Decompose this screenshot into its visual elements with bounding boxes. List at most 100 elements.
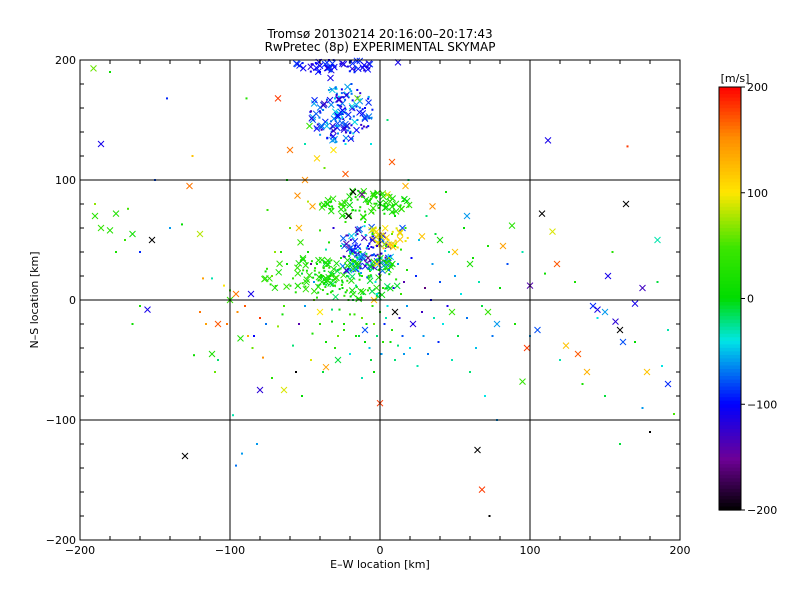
colorbar-band <box>719 361 741 367</box>
colorbar-band <box>719 298 741 303</box>
colorbar-band <box>719 108 741 113</box>
dot-point <box>365 246 368 249</box>
dot-point <box>384 268 387 271</box>
cross-point <box>196 230 204 238</box>
dot-point <box>370 245 373 248</box>
dot-point <box>356 119 359 121</box>
cross-point <box>90 65 97 72</box>
dot-point <box>350 92 353 95</box>
dot-point <box>337 125 340 128</box>
cross-point <box>297 239 304 246</box>
cross-point <box>303 276 311 283</box>
dot-point <box>310 110 313 113</box>
dot-point <box>481 305 483 307</box>
cross-point <box>329 136 336 144</box>
cross-point <box>612 318 619 325</box>
dot-point <box>499 287 501 289</box>
dot-point <box>373 202 376 205</box>
colorbar-band <box>719 358 741 363</box>
colorbar-band <box>719 199 741 204</box>
dot-point <box>667 329 669 331</box>
cross-point <box>664 380 672 388</box>
dot-point <box>344 131 347 134</box>
x-tick-label: 200 <box>670 544 691 557</box>
cross-point <box>367 263 375 271</box>
dot-point <box>199 311 201 313</box>
cross-point <box>393 282 401 290</box>
colorbar-band <box>719 428 741 434</box>
cross-point <box>616 326 624 334</box>
dot-point <box>330 120 333 123</box>
cross-point <box>294 264 301 272</box>
cross-point <box>342 92 350 99</box>
axis-ticks: −200 −100 0 100 200 −200 −100 0 100 200 <box>46 54 691 557</box>
dot-point <box>328 266 331 269</box>
cross-point <box>340 124 348 131</box>
dot-point <box>521 251 524 253</box>
dot-point <box>445 191 447 193</box>
dot-point <box>358 209 361 212</box>
colorbar-band <box>719 231 741 236</box>
dot-point <box>139 305 141 307</box>
cross-point <box>346 193 353 200</box>
dot-point <box>340 88 343 91</box>
colorbar-band <box>719 312 741 317</box>
cross-point <box>313 125 321 132</box>
dot-point <box>448 251 450 253</box>
dot-point <box>322 261 325 264</box>
cross-point <box>286 146 294 154</box>
dot-point <box>370 359 372 361</box>
cross-point <box>332 293 339 301</box>
colorbar-band <box>719 153 741 159</box>
dot-point <box>359 251 362 253</box>
dot-point <box>226 323 228 325</box>
colorbar-band <box>719 175 741 180</box>
y-axis-label: N–S location [km] <box>28 251 41 348</box>
cross-point <box>302 285 310 293</box>
cross-point <box>639 284 646 292</box>
dot-point <box>358 278 361 281</box>
dot-point <box>389 341 392 343</box>
dot-point <box>331 207 334 210</box>
dot-point <box>375 294 378 297</box>
cross-point <box>359 288 367 296</box>
dot-point <box>295 371 297 373</box>
colorbar-band <box>719 478 741 483</box>
dot-point <box>330 259 333 262</box>
dot-point <box>351 99 354 102</box>
colorbar-band <box>719 383 741 388</box>
dot-point <box>334 65 337 68</box>
dot-point <box>394 215 396 217</box>
dot-point <box>372 230 375 233</box>
dot-point <box>350 83 353 85</box>
dot-point <box>325 341 327 343</box>
dot-point <box>361 108 364 111</box>
cross-point <box>261 275 268 283</box>
cross-point <box>327 101 335 109</box>
dot-point <box>380 252 383 255</box>
cross-point <box>342 170 349 178</box>
dot-point <box>385 245 387 247</box>
colorbar-band <box>719 443 741 448</box>
colorbar-band <box>719 192 741 197</box>
dot-point <box>139 251 141 253</box>
dot-point <box>395 278 398 281</box>
x-tick-label: −200 <box>65 544 95 557</box>
dot-point <box>367 247 370 250</box>
dot-point <box>434 233 437 235</box>
dot-point <box>351 252 354 255</box>
dot-point <box>265 267 268 270</box>
cross-point <box>349 247 356 255</box>
colorbar-band <box>719 435 741 441</box>
dot-point <box>349 130 352 133</box>
dot-point <box>375 202 378 205</box>
dot-point <box>327 89 330 92</box>
cross-point <box>346 201 354 209</box>
dot-point <box>400 248 402 251</box>
cross-point <box>396 228 404 236</box>
dot-point <box>383 203 386 205</box>
dot-point <box>369 238 372 241</box>
dot-point <box>375 196 378 199</box>
dot-point <box>280 251 282 253</box>
dot-point <box>217 359 219 361</box>
